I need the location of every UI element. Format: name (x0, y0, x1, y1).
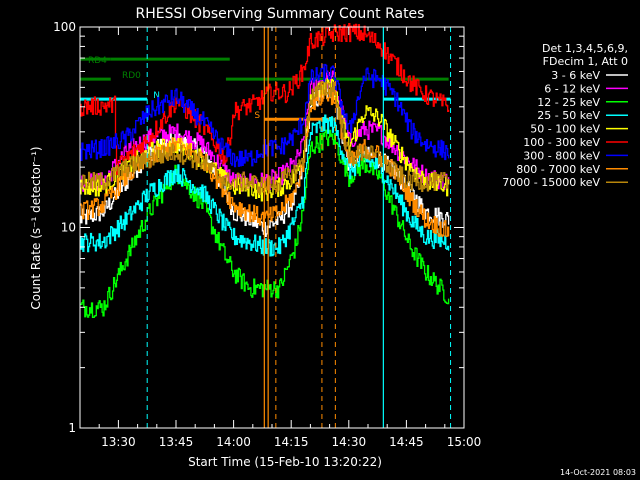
flag-rd4-label: RD4 (88, 56, 107, 66)
x-tick-label: 14:15 (274, 435, 309, 449)
legend-entry-50-100-kev: 50 - 100 keV (530, 123, 600, 136)
y-tick-label: 1 (68, 421, 76, 435)
y-axis-label: Count Rate (s⁻¹ detector⁻¹) (29, 146, 43, 309)
legend: Det 1,3,4,5,6,9,FDecim 1, Att 03 - 6 keV… (502, 42, 628, 189)
flag-rd0-label: RD0 (122, 71, 141, 81)
legend-entry-100-300-kev: 100 - 300 keV (523, 136, 600, 149)
x-tick-label: 15:00 (447, 435, 482, 449)
x-axis-label: Start Time (15-Feb-10 13:20:22) (188, 455, 382, 469)
flag-n-label: N (153, 91, 160, 101)
legend-entry-7000-15000-kev: 7000 - 15000 keV (502, 176, 600, 189)
x-tick-label: 14:45 (389, 435, 424, 449)
legend-entry-300-800-kev: 300 - 800 keV (523, 149, 600, 162)
timestamp: 14-Oct-2021 08:03 (560, 468, 636, 477)
x-tick-label: 13:45 (159, 435, 194, 449)
y-tick-label: 10 (61, 221, 76, 235)
chart-title: RHESSI Observing Summary Count Rates (136, 6, 425, 22)
legend-header: Det 1,3,4,5,6,9, (542, 42, 628, 55)
legend-entry-3-6-kev: 3 - 6 keV (551, 69, 600, 82)
legend-entry-25-50-kev: 25 - 50 keV (537, 109, 600, 122)
x-tick-label: 14:30 (332, 435, 367, 449)
legend-entry-12-25-kev: 12 - 25 keV (537, 96, 600, 109)
flag-s-label: S (254, 111, 260, 121)
legend-header: FDecim 1, Att 0 (543, 55, 628, 68)
x-tick-label: 13:30 (101, 435, 136, 449)
legend-entry-800-7000-kev: 800 - 7000 keV (516, 163, 600, 176)
x-tick-label: 14:00 (216, 435, 251, 449)
y-tick-label: 100 (53, 20, 76, 34)
event-lines (146, 27, 452, 428)
legend-entry-6-12-kev: 6 - 12 keV (544, 82, 600, 95)
axes: 13:30 13:45 14:00 14:15 14:30 14:45 15:00 1 10 10… (53, 20, 481, 449)
